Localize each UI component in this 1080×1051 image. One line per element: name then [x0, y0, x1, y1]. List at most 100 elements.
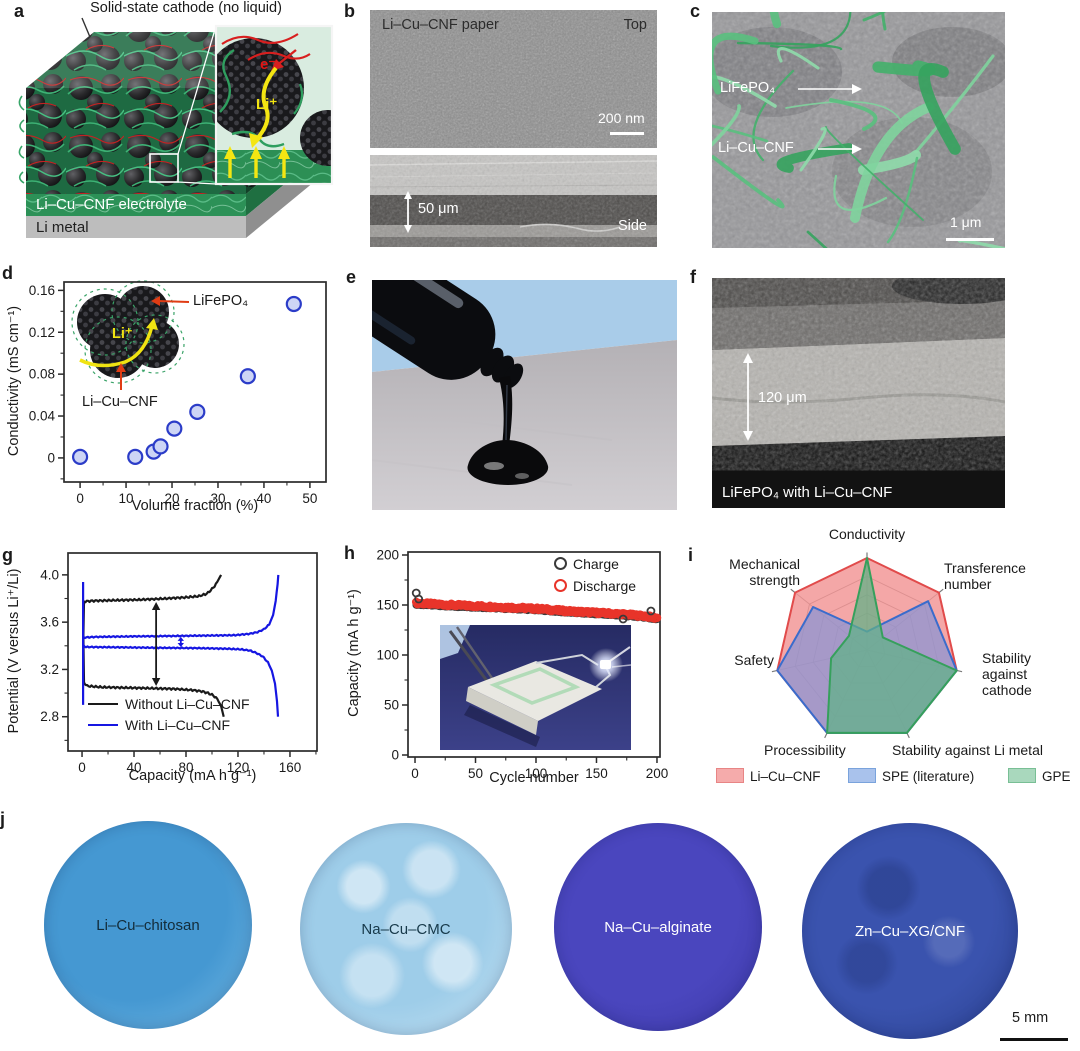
sample-name-label: Li–Cu–CNF paper: [382, 17, 499, 33]
svg-text:3.2: 3.2: [40, 662, 59, 677]
svg-text:50: 50: [302, 491, 317, 506]
svg-text:3.6: 3.6: [40, 615, 59, 630]
led-demo-photo: [440, 625, 631, 750]
h-x-axis-label: Cycle number: [489, 770, 579, 786]
svg-text:150: 150: [585, 766, 608, 781]
g-legend-with: With Li–Cu–CNF: [88, 717, 230, 733]
sample-disc-cmc: Na–Cu–CMC: [300, 823, 512, 1035]
panel-f-sem-crosssection: 120 μm LiFePO₄ with Li–Cu–CNF: [712, 278, 1005, 508]
radar-axis-stability-limetal: Stability against Li metal: [892, 742, 1043, 758]
h-legend-discharge: Discharge: [554, 578, 636, 594]
scale-bar-1um: [946, 238, 994, 241]
svg-text:0.16: 0.16: [29, 283, 55, 298]
inset-lifepo4-label: LiFePO₄: [193, 293, 249, 309]
sample-disc-alginate: Na–Cu–alginate: [554, 823, 762, 1031]
inset-licucnf-label: Li–Cu–CNF: [82, 394, 158, 410]
sample-disc-xgcnf: Zn–Cu–XG/CNF: [802, 823, 1018, 1039]
li-metal-label: Li metal: [36, 219, 89, 236]
electron-label: e⁻: [260, 56, 277, 73]
svg-text:120: 120: [227, 760, 250, 775]
panel-h-cycling-chart: 0 50 100 150 200 0 50 100 150 200 Capacity (mA h …: [340, 520, 680, 790]
lifepo4-annotation: LiFePO₄: [720, 80, 776, 96]
radar-axis-transference: Transference number: [944, 560, 1026, 593]
h-y-axis-label: Capacity (mA h g⁻¹): [346, 589, 362, 717]
d-x-axis-label: Volume fraction (%): [131, 498, 259, 514]
svg-text:100: 100: [525, 766, 548, 781]
panel-g-voltage-chart: 0 40 80 120 160 2.8 3.2 3.6 4.0 Potential (V ver…: [0, 520, 340, 790]
panel-j-membrane-discs: Li–Cu–chitosan Na–Cu–CMC Na–Cu–alginate …: [0, 792, 1080, 1051]
property-radar-plot: [771, 552, 963, 739]
svg-text:0.04: 0.04: [29, 409, 56, 424]
svg-text:0: 0: [76, 491, 84, 506]
h-legend-charge-label: Charge: [573, 556, 619, 572]
panel-label-i: i: [688, 545, 694, 565]
svg-text:40: 40: [256, 491, 271, 506]
panel-label-g: g: [2, 545, 13, 565]
sample-disc-chitosan: Li–Cu–chitosan: [44, 821, 252, 1029]
g-legend-with-label: With Li–Cu–CNF: [125, 717, 231, 733]
svg-text:4.0: 4.0: [40, 567, 59, 582]
sem-side-view-image: 50 μm Side: [370, 155, 657, 247]
svg-text:30: 30: [210, 491, 225, 506]
view-side-label: Side: [617, 218, 647, 235]
red-swatch: [716, 768, 744, 783]
radar-axis-mechanical: Mechanical strength: [729, 556, 800, 589]
svg-text:10: 10: [119, 491, 134, 506]
panel-label-a: a: [14, 1, 25, 21]
cycling-performance-plot: 0 50 100 150 200 0 50 100 150 200: [376, 548, 669, 782]
radar-legend-licucnf: Li–Cu–CNF: [716, 768, 821, 784]
cathode-crosssection-image: [712, 278, 1005, 508]
svg-text:200: 200: [376, 548, 399, 563]
cathode-title: Solid-state cathode (no liquid): [90, 0, 282, 16]
scale-bar-5mm: [1000, 1038, 1068, 1041]
svg-text:2.8: 2.8: [40, 709, 59, 724]
conductivity-scatter-plot: 0 10 20 30 40 50 0 0.04 0.08 0.12 0.16: [29, 280, 327, 506]
panel-e-slurry-photo: [372, 280, 677, 510]
svg-text:40: 40: [127, 760, 142, 775]
panel-label-f: f: [690, 267, 696, 287]
scale-bar-1um-label: 1 μm: [950, 214, 982, 230]
svg-text:200: 200: [646, 766, 669, 781]
licucnf-annotation: Li–Cu–CNF: [718, 140, 794, 156]
disc-chitosan-label: Li–Cu–chitosan: [96, 916, 200, 934]
blue-swatch: [848, 768, 876, 783]
svg-text:50: 50: [384, 698, 399, 713]
panel-d-conductivity-chart: 0 10 20 30 40 50 0 0.04 0.08 0.12 0.16 LiFePO₄ Li⁺…: [0, 262, 340, 524]
panel-label-d: d: [2, 263, 13, 283]
green-swatch: [1008, 768, 1036, 783]
radar-axis-processibility: Processibility: [764, 742, 846, 758]
sem-fiber-image: [712, 12, 1005, 248]
thickness-120um-label: 120 μm: [758, 390, 807, 406]
radar-legend-gpe: GPE: [1008, 768, 1071, 784]
radar-axis-conductivity: Conductivity: [828, 526, 906, 542]
lithium-ion-label: Li⁺: [256, 96, 278, 113]
charge-circle-swatch: [554, 557, 567, 570]
g-legend-without: Without Li–Cu–CNF: [88, 696, 250, 712]
svg-text:20: 20: [165, 491, 180, 506]
panel-i-radar-chart: Conductivity Transference number Stabili…: [680, 520, 1080, 790]
bottle: [372, 280, 496, 380]
panel-label-b: b: [344, 1, 355, 21]
scale-bar-200nm-label: 200 nm: [598, 110, 645, 126]
discharge-circle-swatch: [554, 579, 567, 592]
scale-bar-5mm-label: 5 mm: [1012, 1010, 1049, 1026]
svg-text:50: 50: [468, 766, 483, 781]
svg-text:0: 0: [391, 748, 399, 763]
svg-text:0.08: 0.08: [29, 367, 55, 382]
scale-bar-200nm: [610, 132, 644, 135]
panel-c-sem-colored: LiFePO₄ Li–Cu–CNF 1 μm: [712, 12, 1005, 248]
panel-label-h: h: [344, 543, 355, 563]
slurry-pouring-photo: [372, 280, 677, 510]
panel-label-c: c: [690, 1, 701, 21]
radar-legend-gpe-label: GPE: [1042, 769, 1071, 784]
cathode-schematic-illustration: [18, 17, 334, 238]
svg-text:80: 80: [178, 760, 193, 775]
sem-top-view-image: Li–Cu–CNF paper Top 200 nm: [370, 10, 657, 148]
radar-legend-spe-label: SPE (literature): [882, 769, 975, 784]
radar-legend: Li–Cu–CNF SPE (literature) GPE: [680, 768, 1080, 788]
f-caption: LiFePO₄ with Li–Cu–CNF: [722, 484, 893, 501]
radar-axis-safety: Safety: [734, 652, 774, 668]
inset-ion-label: Li⁺: [112, 326, 133, 342]
g-legend-without-label: Without Li–Cu–CNF: [125, 696, 250, 712]
